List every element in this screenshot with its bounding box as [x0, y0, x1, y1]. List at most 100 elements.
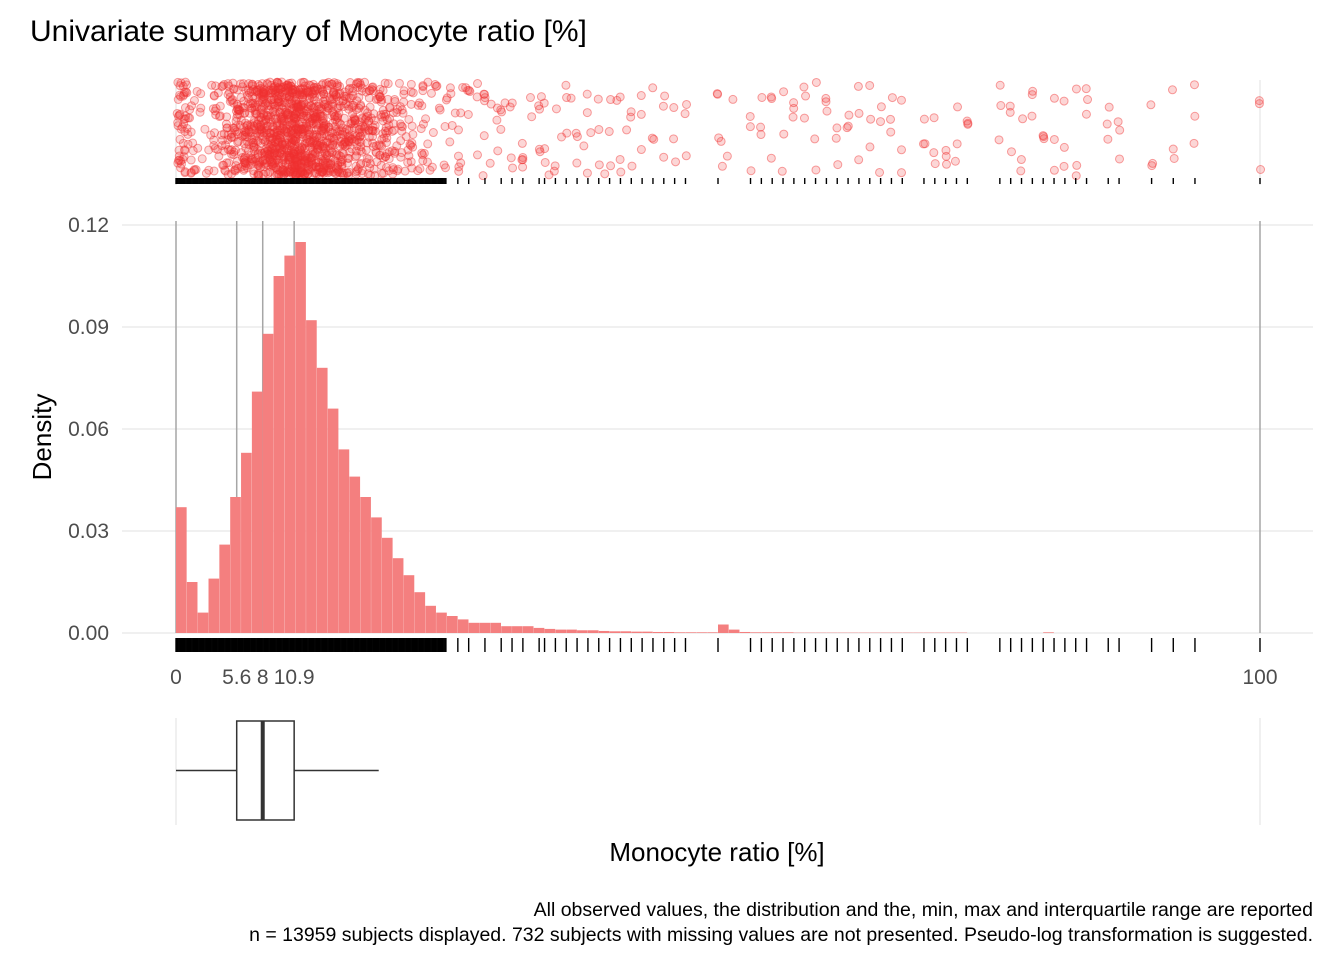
observation-point	[480, 93, 490, 103]
observation-point	[176, 92, 186, 102]
observation-point	[296, 168, 306, 178]
observation-point	[381, 109, 391, 119]
observation-point	[306, 81, 316, 91]
top-rug	[175, 178, 1261, 184]
observation-point	[1081, 109, 1091, 119]
observation-point	[333, 111, 343, 121]
observation-point	[284, 150, 294, 160]
observation-point	[255, 124, 265, 134]
histogram-bar	[273, 276, 285, 633]
observation-point	[255, 162, 265, 172]
observation-point	[340, 87, 350, 97]
observation-point	[176, 159, 186, 169]
observation-point	[283, 82, 293, 92]
observation-point	[311, 140, 321, 150]
observation-point	[941, 145, 951, 155]
observation-point	[293, 102, 303, 112]
observation-point	[426, 88, 436, 98]
observation-point	[282, 91, 292, 101]
observation-point	[378, 129, 388, 139]
observation-point	[311, 129, 321, 139]
observation-point	[278, 97, 288, 107]
observation-point	[294, 85, 304, 95]
observation-point	[268, 106, 278, 116]
observation-point	[287, 130, 297, 140]
observation-point	[243, 99, 253, 109]
observation-point	[303, 129, 313, 139]
observation-point	[275, 133, 285, 143]
observation-point	[257, 127, 267, 137]
observation-point	[219, 129, 229, 139]
observation-point	[316, 138, 326, 148]
observation-point	[273, 165, 283, 175]
observation-point	[387, 126, 397, 136]
observation-point	[1049, 134, 1059, 144]
observation-point	[291, 109, 301, 119]
observation-point	[282, 167, 292, 177]
histogram-bar	[176, 507, 187, 633]
observation-point	[340, 127, 350, 137]
observation-point	[379, 109, 389, 119]
observation-point	[256, 113, 266, 123]
observation-point	[276, 149, 286, 159]
observation-point	[304, 135, 314, 145]
observation-point	[356, 137, 366, 147]
observation-point	[331, 126, 341, 136]
observation-point	[241, 128, 251, 138]
observation-point	[211, 110, 221, 120]
observation-point	[417, 148, 427, 158]
observation-point	[300, 157, 310, 167]
observation-point	[210, 106, 220, 116]
observation-point	[342, 158, 352, 168]
observation-point	[210, 143, 220, 153]
observation-point	[302, 123, 312, 133]
observation-point	[397, 122, 407, 132]
histogram-bar	[772, 632, 783, 633]
observation-point	[278, 167, 288, 177]
observation-point	[283, 110, 293, 120]
observation-point	[305, 93, 315, 103]
observation-point	[274, 97, 284, 107]
observation-point	[347, 134, 357, 144]
observation-point	[221, 140, 231, 150]
observation-point	[941, 159, 951, 169]
observation-point	[291, 99, 301, 109]
observation-point	[626, 112, 636, 122]
observation-point	[250, 153, 260, 163]
observation-point	[788, 112, 798, 122]
observation-point	[263, 169, 273, 179]
observation-point	[349, 101, 359, 111]
observation-point	[297, 129, 307, 139]
observation-point	[246, 150, 256, 160]
observation-point	[318, 114, 328, 124]
observation-point	[396, 152, 406, 162]
observation-point	[606, 95, 616, 105]
observation-point	[272, 77, 282, 87]
observation-point	[996, 101, 1006, 111]
observation-point	[344, 167, 354, 177]
observation-point	[284, 153, 294, 163]
observation-point	[377, 169, 387, 179]
observation-point	[226, 133, 236, 143]
observation-point	[317, 104, 327, 114]
observation-point	[268, 122, 278, 132]
observation-point	[302, 111, 312, 121]
observation-point	[272, 127, 282, 137]
observation-point	[1027, 111, 1037, 121]
observation-point	[497, 107, 507, 117]
observation-point	[249, 116, 259, 126]
observation-point	[293, 160, 303, 170]
observation-point	[356, 142, 366, 152]
observation-point	[364, 126, 374, 136]
observation-point	[534, 101, 544, 111]
observation-point	[298, 90, 308, 100]
observation-point	[294, 119, 304, 129]
observation-point	[381, 152, 391, 162]
observation-point	[269, 128, 279, 138]
observation-point	[270, 128, 280, 138]
observation-point	[229, 150, 239, 160]
histogram-bar	[468, 622, 480, 633]
observation-point	[390, 96, 400, 106]
observation-point	[277, 117, 287, 127]
histogram-bar	[652, 631, 664, 633]
